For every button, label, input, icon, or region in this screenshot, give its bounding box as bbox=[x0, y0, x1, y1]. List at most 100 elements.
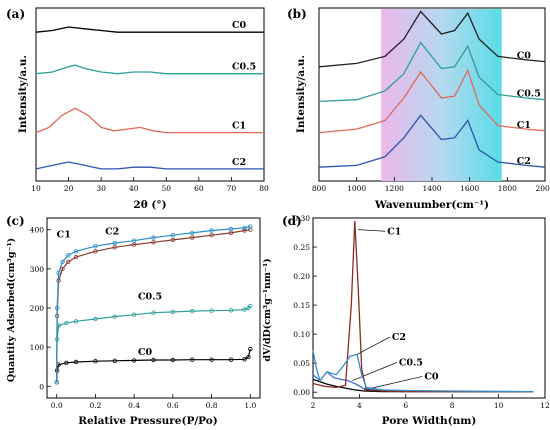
panel-a-series-label: C1 bbox=[232, 121, 246, 132]
panel-c-series-point bbox=[189, 357, 195, 362]
panel-c-series-point bbox=[228, 226, 234, 232]
panel-c-series-point bbox=[151, 310, 156, 315]
panel-b-series-label: C1 bbox=[517, 120, 531, 131]
panel-d-ytick-label: 0.10 bbox=[293, 330, 310, 339]
panel-c-series-point bbox=[131, 238, 137, 243]
panel-c-series-point bbox=[93, 316, 98, 322]
panel-d-xtick-label: 10 bbox=[494, 401, 504, 410]
panel-a-series-label: C0 bbox=[232, 20, 247, 31]
panel-b-xtick-label: 1400 bbox=[422, 184, 441, 193]
panel-c-series-point bbox=[242, 357, 247, 362]
panel-c-xtick-label: 0.6 bbox=[167, 401, 179, 410]
panel-d-series-label: C1 bbox=[387, 226, 401, 237]
panel-b-xtick-label: 1000 bbox=[347, 184, 366, 193]
panel-c-series-point bbox=[189, 308, 195, 314]
panel-c-series-label: C0.5 bbox=[138, 291, 162, 302]
panel-c-ytick-label: 300 bbox=[30, 265, 45, 274]
panel-d-ytick-label: 0.30 bbox=[293, 214, 310, 223]
panel-c-series-point bbox=[209, 308, 214, 313]
panel-d-xtick-label: 12 bbox=[540, 401, 550, 410]
panel-a: 10 20 30 40 50 60 70 80 C0 C0.5 C1 C2 (a) 2θ (°) In… bbox=[6, 7, 269, 211]
panel-c-series-line bbox=[56, 229, 251, 383]
panel-d-xtick-label: 6 bbox=[403, 401, 408, 410]
panel-b-xtick-label: 2000 bbox=[535, 184, 550, 193]
panel-a-series-label: C2 bbox=[232, 157, 246, 168]
panel-c-series-point bbox=[228, 357, 234, 362]
panel-c-series-point bbox=[209, 232, 214, 238]
panel-a-series-line bbox=[35, 161, 264, 170]
panel-a-xlabel: 2θ (°) bbox=[133, 199, 166, 211]
panel-c-series-point bbox=[242, 307, 247, 312]
panel-c-ytick-label: 0 bbox=[39, 382, 44, 391]
panel-c: 0.0 0.2 0.4 0.6 0.8 1.0 0 100 200 300 400 C0 C0.5 C1 C… bbox=[6, 214, 261, 427]
panel-d-ytick-label: 0.25 bbox=[293, 243, 310, 252]
panel-d-ytick-label: 0.15 bbox=[293, 301, 310, 310]
panel-c-series-point bbox=[93, 359, 98, 364]
panel-c-ytick-label: 100 bbox=[30, 343, 45, 352]
panel-d-ytick-label: 0.00 bbox=[293, 388, 310, 397]
panel-b-xtick-label: 1200 bbox=[385, 184, 404, 193]
panel-c-series-point bbox=[189, 230, 195, 236]
panel-b-series-label: C0.5 bbox=[517, 89, 541, 100]
panel-c-series-point bbox=[248, 227, 253, 232]
panel-c-series-label: C0 bbox=[138, 347, 153, 358]
panel-c-series-point bbox=[112, 245, 117, 250]
panel-c-series-point bbox=[209, 228, 214, 233]
panel-c-series-point bbox=[93, 249, 98, 254]
panel-c-series-point bbox=[64, 320, 69, 326]
panel-c-series-point bbox=[151, 357, 156, 363]
panel-a-xtick-label: 40 bbox=[129, 184, 139, 193]
panel-c-series-point bbox=[112, 314, 117, 319]
panel-c-xlabel: Relative Pressure(P/Po) bbox=[78, 415, 218, 427]
panel-c-series-point bbox=[66, 259, 71, 264]
panel-c-xtick-label: 0.4 bbox=[128, 401, 140, 410]
panel-d-ytick-label: 0.05 bbox=[293, 359, 310, 368]
panel-a-xtick-label: 30 bbox=[96, 184, 106, 193]
panel-c-series-point bbox=[170, 357, 176, 363]
panel-d-frame bbox=[312, 217, 546, 399]
panel-b-series-label: C2 bbox=[517, 156, 531, 167]
panel-d: 2 4 6 8 10 12 0.00 0.05 0.10 0.15 0.20 0.25 0.30 C0C0… bbox=[262, 214, 550, 427]
panel-d-xlabel: Pore Width(nm) bbox=[382, 415, 477, 427]
panel-b-series-line bbox=[318, 114, 546, 168]
panel-c-series-label: C2 bbox=[105, 226, 119, 237]
panel-a-xtick-label: 70 bbox=[227, 184, 237, 193]
panel-a-series-line bbox=[35, 107, 264, 134]
panel-d-series-line bbox=[312, 220, 534, 393]
panel-b-series-line bbox=[318, 68, 546, 134]
panel-c-series-point bbox=[170, 232, 176, 238]
panel-c-ytick-label: 200 bbox=[30, 304, 45, 313]
panel-c-series-point bbox=[209, 357, 214, 362]
panel-c-ytick-label: 400 bbox=[30, 226, 45, 235]
panel-b-xtick-label: 1600 bbox=[460, 184, 479, 193]
panel-d-label-leader bbox=[358, 229, 386, 232]
panel-a-series-label: C0.5 bbox=[232, 62, 256, 73]
panel-c-series-line bbox=[56, 226, 251, 383]
panel-c-series-point bbox=[66, 252, 71, 258]
panel-c-series-line bbox=[56, 305, 251, 383]
panel-c-series-line bbox=[56, 348, 251, 383]
panel-c-series-point bbox=[131, 358, 137, 363]
panel-b-series-line bbox=[318, 10, 546, 68]
panel-b-xtick-label: 800 bbox=[312, 184, 327, 193]
panel-c-series-point bbox=[246, 354, 251, 360]
panel-c-series-point bbox=[73, 359, 79, 365]
panel-c-series-point bbox=[56, 270, 61, 275]
panel-b: 800 1000 1200 1400 1600 1800 2000 C0 C0.5 C1 C2 (b… bbox=[287, 7, 550, 211]
panel-b-label: (b) bbox=[287, 7, 307, 21]
panel-c-series-point bbox=[64, 360, 69, 365]
panel-a-xtick-label: 10 bbox=[31, 184, 41, 193]
panel-c-label: (c) bbox=[6, 214, 25, 228]
panel-c-series-point bbox=[54, 305, 60, 311]
panel-c-series-point bbox=[60, 266, 65, 272]
panel-a-xtick-label: 20 bbox=[64, 184, 74, 193]
panel-c-series-label: C1 bbox=[57, 230, 71, 241]
panel-c-series-point bbox=[189, 235, 195, 240]
panel-d-label-leader bbox=[352, 362, 397, 381]
panel-d-label-leader bbox=[363, 376, 423, 391]
panel-d-label: (d) bbox=[282, 214, 302, 228]
panel-a-ylabel: Intensity/a.u. bbox=[17, 55, 29, 133]
panel-c-xtick-label: 0.2 bbox=[89, 401, 101, 410]
panel-c-series-point bbox=[228, 308, 234, 313]
panel-c-series-point bbox=[93, 243, 98, 249]
